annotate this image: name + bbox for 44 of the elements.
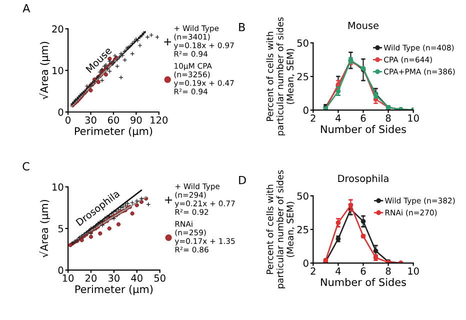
- x-tick-label: 6: [360, 267, 366, 275]
- x-tick-label: 30: [108, 274, 120, 282]
- x-tick-label: 10: [408, 267, 419, 275]
- text: C: [22, 162, 30, 171]
- y-axis-title: Percent of cells with particular number of sides (Mean, SEM): [266, 17, 295, 136]
- x-tick-label: 4: [336, 268, 341, 275]
- y-tick-label: 0: [303, 260, 308, 267]
- y-tick-label: 50: [297, 39, 308, 47]
- chart-title: Mouse: [348, 22, 378, 30]
- y-tick-label: 0: [303, 106, 308, 114]
- y-tick-label: 5: [58, 225, 64, 232]
- x-tick-label: 120: [150, 116, 168, 124]
- x-axis-title: Number of Sides: [321, 278, 406, 286]
- y-axis-title: Percent of cells with particular number of sides (Mean, SEM): [266, 170, 295, 288]
- x-tick-label: 30: [85, 116, 96, 124]
- text: B: [239, 23, 245, 32]
- y-tick-label: 25: [297, 72, 308, 80]
- x-axis-title: Perimeter (μm): [74, 126, 152, 138]
- x-tick-label: 4: [336, 114, 341, 122]
- y-tick-label: 25: [297, 226, 308, 234]
- y-axis-title: √Area (μm): [39, 42, 50, 100]
- x-tick-label: 8: [386, 267, 391, 275]
- y-tick-label: 0: [58, 108, 64, 116]
- x-tick-label: 90: [130, 116, 142, 124]
- y-tick-label: 10: [52, 66, 64, 74]
- y-tick-label: 10: [52, 183, 64, 191]
- x-tick-label: 8: [386, 114, 391, 122]
- x-tick-label: 60: [108, 116, 120, 124]
- chart-title: Drosophila: [338, 174, 388, 184]
- y-axis-title: √Area (μm): [39, 200, 50, 258]
- y-tick-label: 50: [297, 192, 308, 200]
- x-tick-label: 2: [310, 114, 316, 122]
- text: A: [22, 4, 30, 12]
- x-tick-label: 40: [131, 274, 142, 282]
- text: D: [239, 176, 246, 184]
- x-axis-title: Number of Sides: [321, 125, 406, 134]
- x-tick-label: 20: [86, 274, 97, 282]
- y-tick-label: 20: [52, 25, 64, 33]
- x-axis-title: Perimeter (μm): [75, 285, 153, 296]
- x-tick-label: 0: [66, 116, 70, 124]
- x-tick-label: 50: [154, 274, 166, 282]
- x-tick-label: 10: [408, 114, 419, 122]
- x-tick-label: 2: [310, 267, 316, 275]
- x-tick-label: 6: [360, 114, 366, 122]
